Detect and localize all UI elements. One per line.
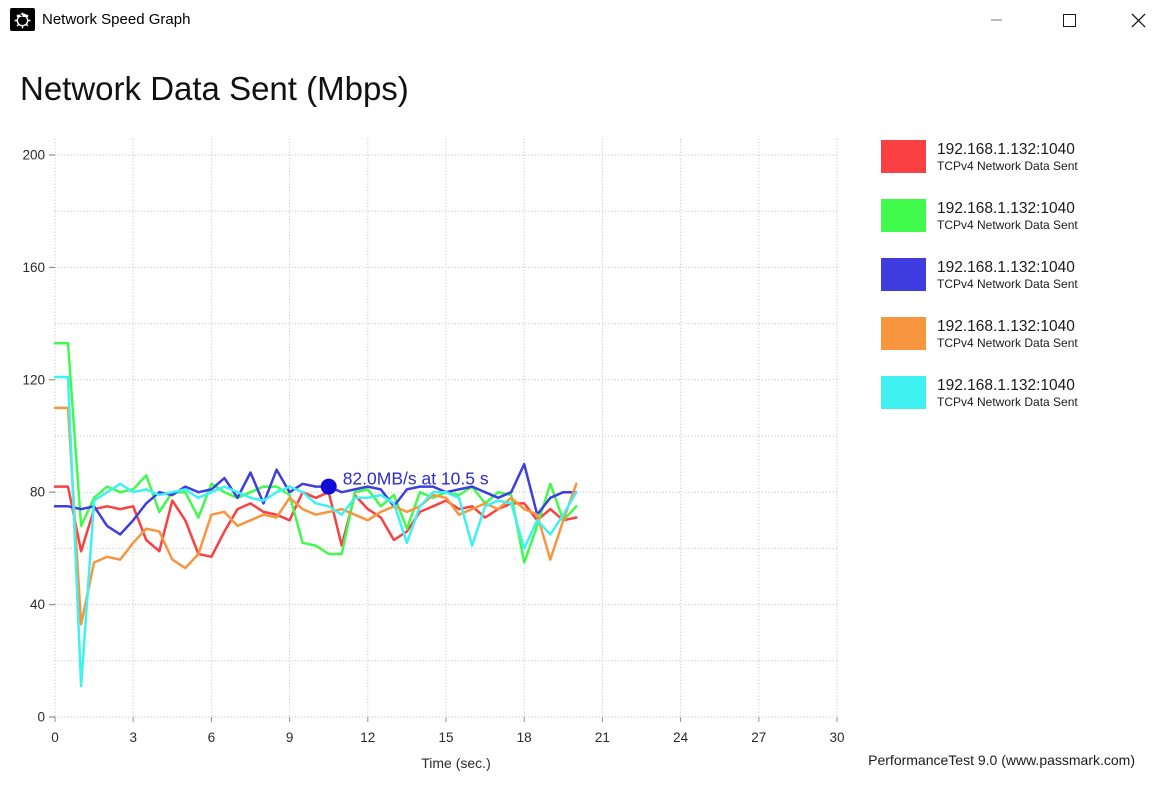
legend-entry-4: 192.168.1.132:1040 TCPv4 Network Data Sen… bbox=[881, 376, 1078, 410]
chart-canvas: 0 3 6 9 12 15 18 21 24 27 30 0 40 80 120 160 200 Time (se… bbox=[22, 139, 845, 771]
legend-texts: 192.168.1.132:1040 TCPv4 Network Data Sen… bbox=[937, 317, 1078, 351]
legend-swatch-icon bbox=[881, 199, 926, 232]
y-tick-label: 0 bbox=[37, 710, 45, 725]
minimize-icon bbox=[990, 19, 1002, 21]
legend-swatch-icon bbox=[881, 376, 926, 409]
legend-texts: 192.168.1.132:1040 TCPv4 Network Data Sen… bbox=[937, 199, 1078, 233]
maximize-icon bbox=[1062, 13, 1076, 27]
x-tick-label: 3 bbox=[129, 730, 137, 745]
legend-series-name: 192.168.1.132:1040 bbox=[937, 377, 1075, 394]
x-tick-label: 9 bbox=[286, 730, 294, 745]
legend-series-subtitle: TCPv4 Network Data Sent bbox=[937, 336, 1078, 350]
x-tick-label: 18 bbox=[517, 730, 532, 745]
legend-series-name: 192.168.1.132:1040 bbox=[937, 200, 1075, 217]
legend-series-name: 192.168.1.132:1040 bbox=[937, 259, 1075, 276]
legend-series-name: 192.168.1.132:1040 bbox=[937, 318, 1075, 335]
maximize-button[interactable] bbox=[1051, 3, 1087, 37]
series-line-1 bbox=[53, 342, 578, 564]
legend-entry-1: 192.168.1.132:1040 TCPv4 Network Data Sen… bbox=[881, 199, 1078, 233]
legend-series-subtitle: TCPv4 Network Data Sent bbox=[937, 218, 1078, 232]
app-gauge-icon bbox=[10, 8, 35, 31]
legend-texts: 192.168.1.132:1040 TCPv4 Network Data Sen… bbox=[937, 376, 1078, 410]
legend-entry-0: 192.168.1.132:1040 TCPv4 Network Data Sen… bbox=[881, 140, 1078, 174]
x-tick-label: 0 bbox=[51, 730, 59, 745]
series-line-4 bbox=[53, 375, 578, 688]
legend-texts: 192.168.1.132:1040 TCPv4 Network Data Sen… bbox=[937, 140, 1078, 174]
x-tick-label: 30 bbox=[829, 730, 844, 745]
legend-swatch-icon bbox=[881, 317, 926, 350]
series-line-2 bbox=[53, 462, 578, 536]
x-tick-label: 15 bbox=[438, 730, 453, 745]
network-speed-chart: 0 3 6 9 12 15 18 21 24 27 30 0 40 80 120 160 200 Time (se… bbox=[0, 130, 880, 789]
close-icon bbox=[1131, 13, 1145, 27]
x-tick-label: 12 bbox=[360, 730, 375, 745]
close-button[interactable] bbox=[1120, 3, 1156, 37]
window-title: Network Speed Graph bbox=[42, 11, 191, 28]
y-tick-label: 160 bbox=[22, 260, 45, 275]
x-tick-label: 27 bbox=[751, 730, 766, 745]
y-tick-label: 200 bbox=[22, 148, 45, 163]
minimize-button[interactable] bbox=[978, 3, 1014, 37]
y-tick-label: 40 bbox=[30, 597, 45, 612]
legend-swatch-icon bbox=[881, 140, 926, 173]
annotation-dot bbox=[320, 478, 337, 495]
page-title: Network Data Sent (Mbps) bbox=[20, 70, 409, 107]
title-bar: Network Speed Graph bbox=[0, 0, 1170, 42]
series-line-0 bbox=[53, 485, 578, 559]
legend-series-subtitle: TCPv4 Network Data Sent bbox=[937, 159, 1078, 173]
x-tick-label: 6 bbox=[208, 730, 216, 745]
legend-series-name: 192.168.1.132:1040 bbox=[937, 141, 1075, 158]
legend-swatch-icon bbox=[881, 258, 926, 291]
legend-texts: 192.168.1.132:1040 TCPv4 Network Data Sen… bbox=[937, 258, 1078, 292]
footer-branding: PerformanceTest 9.0 (www.passmark.com) bbox=[868, 752, 1135, 768]
legend-series-subtitle: TCPv4 Network Data Sent bbox=[937, 395, 1078, 409]
x-tick-label: 24 bbox=[673, 730, 689, 745]
legend-series-subtitle: TCPv4 Network Data Sent bbox=[937, 277, 1078, 291]
y-tick-label: 120 bbox=[22, 372, 45, 387]
annotation-label: 82.0MB/s at 10.5 s bbox=[343, 469, 489, 489]
x-axis-title: Time (sec.) bbox=[421, 755, 490, 771]
legend-entry-2: 192.168.1.132:1040 TCPv4 Network Data Sen… bbox=[881, 258, 1078, 292]
legend-entry-3: 192.168.1.132:1040 TCPv4 Network Data Sen… bbox=[881, 317, 1078, 351]
x-tick-label: 21 bbox=[595, 730, 610, 745]
y-tick-label: 80 bbox=[30, 485, 45, 500]
